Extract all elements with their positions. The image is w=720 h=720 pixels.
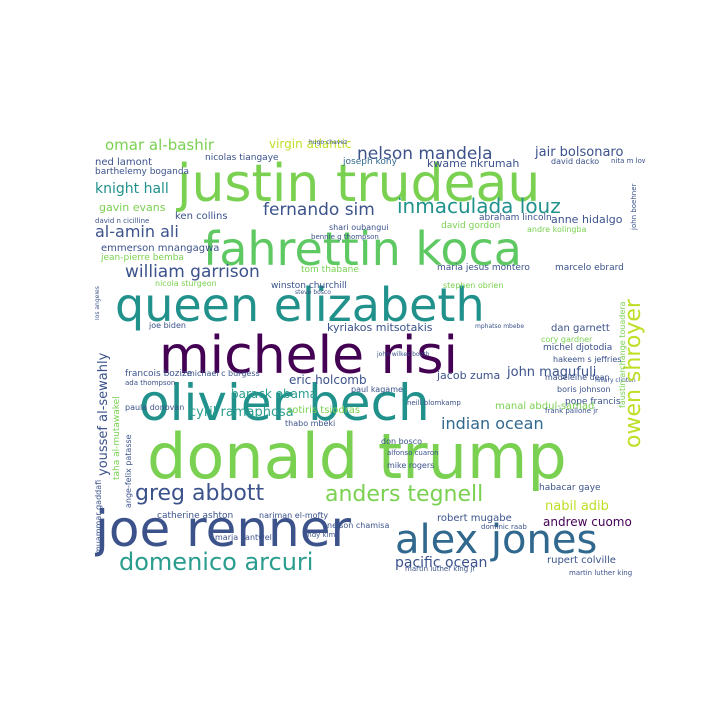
word: michael c burgess: [187, 369, 260, 378]
word: steve bosco: [295, 289, 331, 296]
word: maria jesus montero: [437, 263, 530, 273]
word: justin trudeau: [177, 154, 541, 214]
word: shari oubangui: [329, 223, 389, 232]
word: martin luther king: [569, 569, 633, 577]
word: robert mugabe: [437, 513, 512, 524]
word: abraham lincoln: [479, 213, 552, 223]
word: thabo mbeki: [285, 419, 336, 428]
word: paul kagame: [351, 385, 403, 394]
word: pope francis: [565, 397, 621, 407]
word: fahrettin koca: [203, 222, 522, 276]
word: nabil adib: [545, 499, 609, 514]
word: marcelo ebrard: [555, 263, 624, 273]
word: ned lamont: [95, 157, 153, 168]
word: al-amin ali: [95, 222, 179, 241]
word: virgin atlantic: [269, 138, 352, 151]
word: barthelemy boganda: [95, 167, 190, 177]
word: joseph kony: [343, 157, 397, 167]
word: donald trump: [147, 420, 567, 493]
word: nicola sturgeon: [155, 279, 217, 288]
word: dominic raab: [481, 523, 527, 531]
word: alex jones: [395, 517, 598, 563]
word: alfonso cuaron: [387, 449, 439, 457]
word: nelson chamisa: [327, 521, 390, 530]
word: indian ocean: [441, 414, 544, 433]
word: olivier bech: [139, 374, 430, 432]
word: gavin evans: [99, 201, 166, 214]
word: frank pallone jr: [545, 407, 599, 415]
word: sotiris tsiodras: [287, 405, 361, 416]
word: anne hidalgo: [551, 213, 623, 226]
word: david n cicilline: [95, 217, 150, 225]
word: hugo chavez: [309, 139, 348, 146]
word: jair bolsonaro: [535, 145, 624, 160]
word: michel djotodia: [543, 343, 613, 353]
word: andre kolingba: [527, 225, 587, 234]
word: catherine ashton: [157, 511, 234, 521]
word: hillary clinton: [595, 377, 636, 384]
word: joe renner: [95, 500, 352, 558]
word: mike rogers: [387, 461, 435, 470]
word: ken collins: [175, 211, 228, 222]
word: jean-pierre bemba: [101, 253, 184, 263]
word: mphatso mbebe: [475, 323, 525, 330]
word: nelson mandela: [357, 144, 493, 164]
word: francois bozize: [125, 369, 193, 379]
word: pacific ocean: [395, 555, 488, 571]
word: don bosco: [381, 437, 423, 446]
word: nariman el-mofty: [259, 511, 329, 520]
word: david gordon: [441, 221, 501, 231]
word-vertical: taha al-mutawakel: [112, 396, 122, 480]
word: john magufuli: [507, 365, 597, 380]
word: kwame nkrumah: [427, 157, 520, 170]
word: kyriakos mitsotakis: [327, 321, 433, 334]
word-vertical: muammar gaddafi: [95, 479, 103, 554]
word: tom thabane: [301, 265, 359, 275]
word: paula donovan: [125, 403, 185, 412]
word: winston churchill: [271, 281, 347, 291]
word: boris johnson: [557, 385, 611, 394]
word: martin luther king jr: [405, 565, 476, 573]
word: nita m lowey: [611, 157, 645, 165]
word: cyril ramaphosa: [189, 405, 294, 420]
word: neill blomkamp: [407, 399, 461, 407]
word-vertical: los angeles: [95, 286, 101, 320]
word: knight hall: [95, 181, 169, 197]
word: dan garnett: [551, 323, 610, 334]
word: john wilkes booth: [377, 351, 430, 358]
word-vertical: john boehner: [630, 183, 638, 230]
word-vertical: faustin-archange touadera: [618, 301, 627, 408]
word: joe biden: [149, 321, 186, 330]
word: barack obama: [231, 387, 317, 401]
word: william garrison: [125, 262, 260, 282]
word: habacar gaye: [539, 483, 601, 493]
word: fernando sim: [263, 200, 375, 220]
word: anders tegnell: [325, 482, 484, 507]
word: stephen obrien: [443, 281, 504, 290]
word: andrew cuomo: [543, 515, 632, 529]
word: rupert colville: [547, 555, 616, 566]
word: omar al-bashir: [105, 138, 215, 154]
word: ada thompson: [125, 379, 176, 387]
word: michele risi: [159, 326, 458, 386]
word: inmaculada louz: [397, 194, 561, 218]
word: nicolas tiangaye: [205, 153, 279, 163]
word: david dacko: [551, 157, 600, 166]
word-vertical: youssef al-sewahly: [96, 352, 111, 476]
word: greg abbott: [135, 481, 265, 506]
word: domenico arcuri: [119, 548, 314, 576]
word: jacob zuma: [437, 369, 501, 382]
word: bennie g thompson: [311, 233, 379, 241]
word: eric holcomb: [289, 373, 367, 387]
word: manal abdul-samad: [495, 401, 595, 412]
word: maria cantwell: [215, 533, 275, 542]
word: emmerson mnangagwa: [101, 243, 220, 254]
word: madeleine dean: [545, 373, 610, 382]
word: queen elizabeth: [115, 278, 485, 332]
word: hakeem s jeffries: [553, 355, 622, 364]
word-vertical: ange-felix patasse: [124, 434, 133, 508]
word: andy kim: [303, 531, 336, 539]
word: cory gardner: [541, 335, 593, 344]
word-cloud: justin trudeau fahrettin koca queen eliz…: [95, 138, 645, 580]
